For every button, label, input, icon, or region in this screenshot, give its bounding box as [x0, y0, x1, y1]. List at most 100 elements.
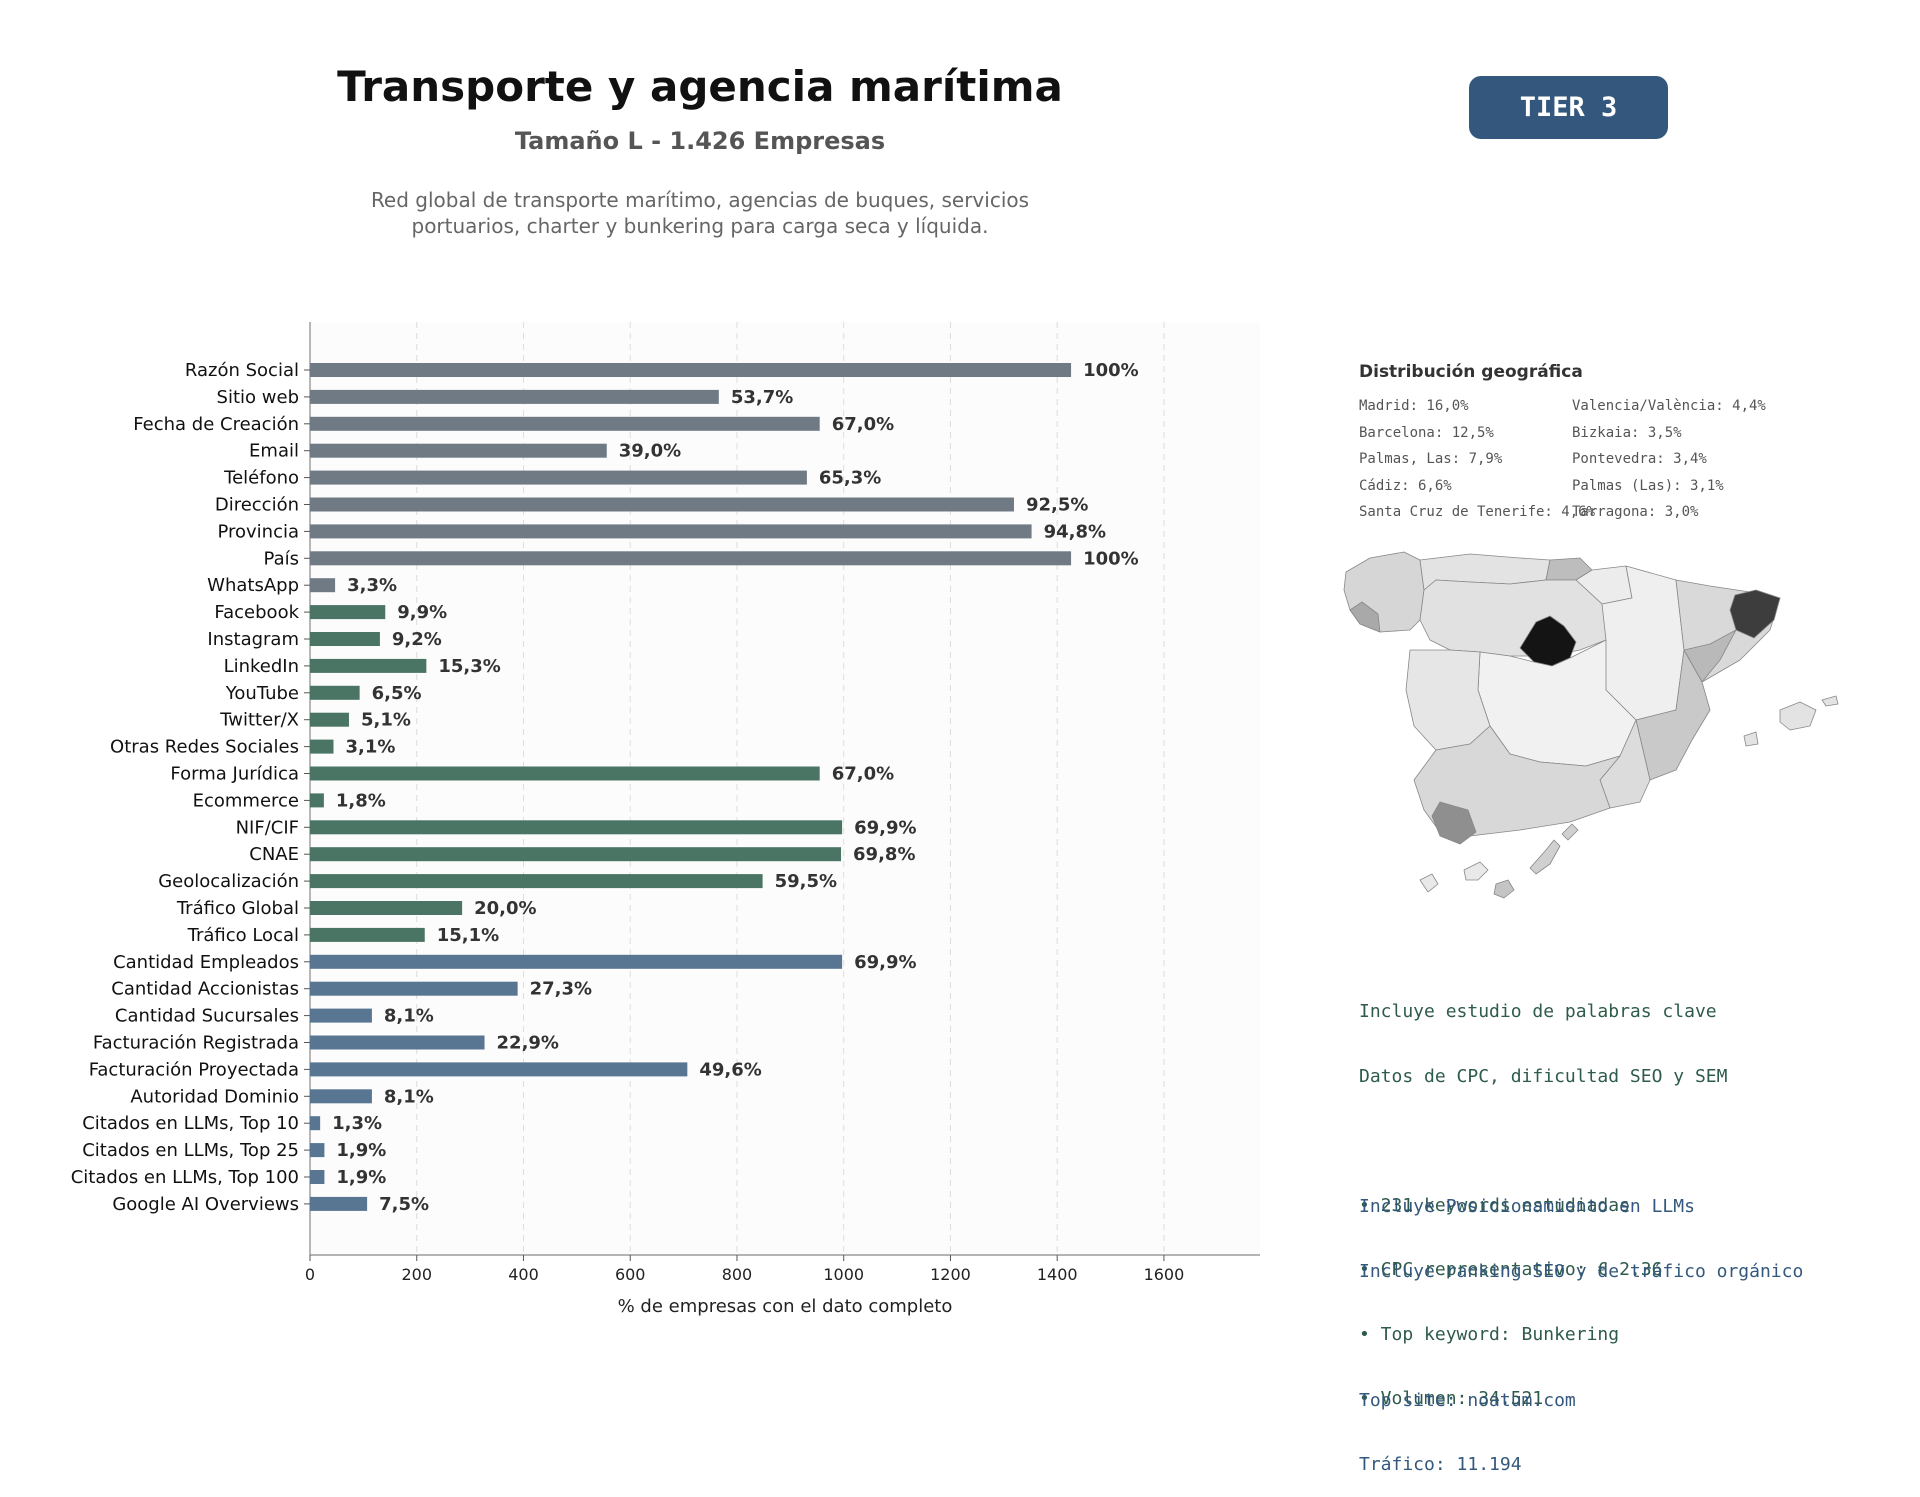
- keywords-line: • CPC representativo: € 2.36: [1359, 1259, 1663, 1280]
- value-label: 1,9%: [336, 1167, 386, 1188]
- geo-list-left: Madrid: 16,0% Barcelona: 12,5% Palmas, L…: [1359, 398, 1595, 531]
- category-label: Fecha de Creación: [133, 414, 299, 435]
- category-label: Facebook: [214, 602, 299, 623]
- geo-item: Madrid: 16,0%: [1359, 398, 1469, 414]
- x-tick-label: 0: [305, 1265, 315, 1284]
- map-region-tenerife: [1463, 861, 1489, 881]
- value-label: 20,0%: [474, 898, 536, 919]
- bar: [310, 1035, 485, 1050]
- bar: [310, 605, 386, 620]
- category-label: WhatsApp: [207, 575, 299, 596]
- map-region-extremadura: [1405, 649, 1491, 751]
- value-label: 92,5%: [1026, 495, 1088, 516]
- value-label: 67,0%: [832, 414, 894, 435]
- value-label: 3,3%: [347, 575, 397, 596]
- value-label: 100%: [1083, 360, 1139, 381]
- keywords-line: Incluye estudio de palabras clave: [1359, 1001, 1717, 1022]
- bar: [310, 416, 820, 431]
- bar: [310, 927, 425, 942]
- completeness-bar-chart: 0 200 400 600 800 1000 1200 1400 1600 % de empres…: [71, 322, 1260, 1317]
- category-label: Tráfico Local: [187, 925, 299, 946]
- value-label: 65,3%: [819, 468, 881, 489]
- category-label: Forma Jurídica: [170, 764, 299, 785]
- value-label: 8,1%: [384, 1086, 434, 1107]
- category-label: Ecommerce: [193, 790, 299, 811]
- bar: [310, 712, 349, 727]
- geo-distribution-title: Distribución geográfica: [1359, 362, 1583, 382]
- bar: [310, 1008, 372, 1023]
- geo-item: Santa Cruz de Tenerife: 4,6%: [1359, 504, 1596, 520]
- bar: [310, 1196, 368, 1211]
- value-label: 1,8%: [336, 790, 386, 811]
- bar: [310, 820, 843, 835]
- llm-line: Tráfico: 11.194: [1359, 1454, 1522, 1475]
- category-label: Geolocalización: [158, 871, 299, 892]
- value-label: 7,5%: [379, 1194, 429, 1215]
- x-tick-label: 1200: [930, 1265, 971, 1284]
- map-region-cadiz: [1431, 801, 1477, 845]
- category-label: Provincia: [217, 521, 299, 542]
- value-label: 15,1%: [437, 925, 499, 946]
- value-label: 9,2%: [392, 629, 442, 650]
- bar: [310, 497, 1014, 512]
- plot-area: [310, 322, 1260, 1255]
- value-label: 53,7%: [731, 387, 793, 408]
- llm-line: [1359, 1325, 1803, 1347]
- value-label: 1,9%: [336, 1140, 386, 1161]
- x-tick-label: 1600: [1144, 1265, 1185, 1284]
- geo-item: Valencia/València: 4,4%: [1572, 398, 1766, 414]
- bar: [310, 901, 463, 915]
- bar: [310, 551, 1072, 566]
- category-label: YouTube: [225, 683, 299, 704]
- keywords-line: Datos de CPC, dificultad SEO y SEM: [1359, 1065, 1728, 1087]
- map-region-lanzarote: [1561, 823, 1579, 841]
- bar: [310, 1143, 325, 1158]
- bar: [310, 524, 1032, 539]
- category-label: Razón Social: [185, 360, 299, 381]
- geo-list-right: Valencia/València: 4,4% Bizkaia: 3,5% Po…: [1572, 398, 1766, 531]
- bar: [310, 847, 842, 862]
- bar: [310, 632, 380, 646]
- bar: [310, 685, 360, 700]
- category-label: NIF/CIF: [236, 817, 299, 838]
- value-label: 39,0%: [619, 441, 681, 462]
- x-tick-label: 1400: [1037, 1265, 1078, 1284]
- tier-badge: TIER 3: [1469, 76, 1668, 139]
- category-label: Dirección: [215, 495, 299, 516]
- geo-item: Pontevedra: 3,4%: [1572, 451, 1707, 467]
- value-label: 22,9%: [497, 1033, 559, 1054]
- value-label: 3,1%: [345, 737, 395, 758]
- value-label: 9,9%: [397, 602, 447, 623]
- geo-item: Cádiz: 6,6%: [1359, 477, 1452, 494]
- bar: [310, 954, 843, 969]
- category-label: Citados en LLMs, Top 10: [82, 1113, 299, 1134]
- map-region-galicia: [1343, 551, 1425, 633]
- description-line: Red global de transporte marítimo, agenc…: [370, 188, 1030, 212]
- bar: [310, 766, 820, 781]
- value-label: 27,3%: [530, 979, 592, 1000]
- category-label: Google AI Overviews: [112, 1194, 299, 1215]
- bar: [310, 1116, 321, 1131]
- category-label: Cantidad Accionistas: [111, 979, 299, 1000]
- bar: [310, 363, 1072, 377]
- category-label: Facturación Proyectada: [89, 1059, 299, 1080]
- value-label: 1,3%: [332, 1113, 382, 1134]
- value-label: 69,9%: [854, 952, 916, 973]
- value-label: 100%: [1083, 548, 1139, 569]
- value-label: 5,1%: [361, 710, 411, 731]
- llm-line: Incluye ranking SEO y de tráfico orgánic…: [1359, 1260, 1804, 1282]
- map-region-canarias-west: [1419, 873, 1439, 893]
- category-label: Twitter/X: [219, 710, 299, 731]
- value-label: 69,9%: [854, 817, 916, 838]
- sector-description: Red global de transporte marítimo, agenc…: [300, 187, 1100, 239]
- map-region-gran-canaria: [1493, 879, 1515, 899]
- llm-line: Top site: noatum.com: [1359, 1389, 1576, 1411]
- x-tick-label: 200: [401, 1265, 432, 1284]
- bar: [310, 1062, 688, 1077]
- bar: [310, 1170, 325, 1184]
- x-tick-label: 600: [615, 1265, 646, 1284]
- category-label: País: [264, 548, 299, 569]
- value-label: 59,5%: [775, 871, 837, 892]
- category-label: Teléfono: [223, 468, 299, 489]
- geo-item: Palmas, Las: 7,9%: [1359, 451, 1503, 467]
